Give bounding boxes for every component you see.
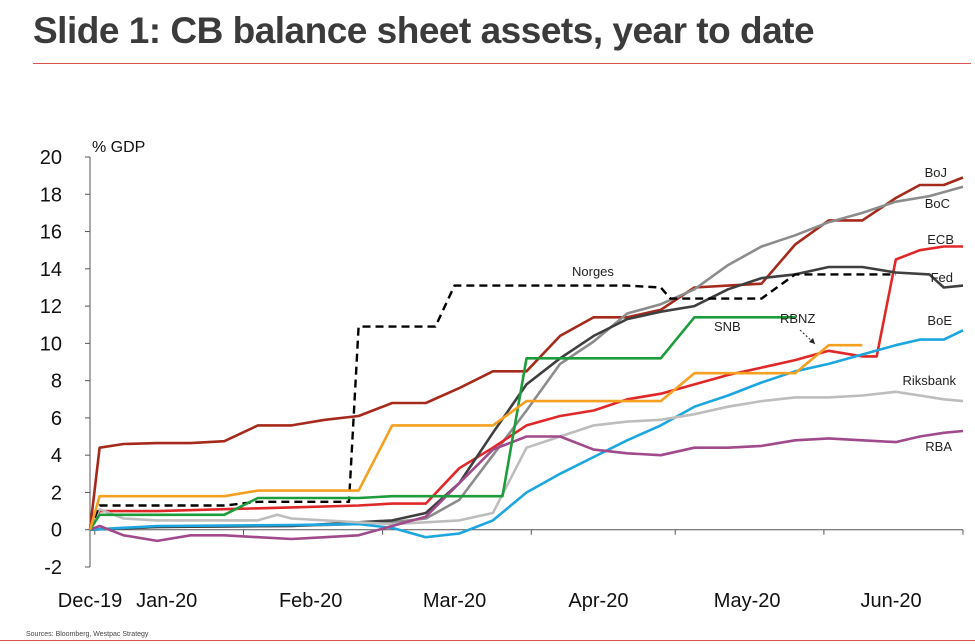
x-tick-label: Jun-20 bbox=[860, 590, 921, 612]
series-label-norges: Norges bbox=[572, 264, 614, 279]
series-lines bbox=[88, 176, 964, 543]
page-title: Slide 1: CB balance sheet assets, year t… bbox=[33, 10, 815, 51]
series-line-norges bbox=[88, 273, 896, 531]
series-line-rba bbox=[89, 429, 964, 543]
series-line-fed bbox=[89, 265, 964, 531]
rbnz-pointer-head bbox=[809, 338, 815, 344]
footer-divider bbox=[0, 640, 975, 641]
chart-axes bbox=[85, 156, 964, 568]
y-tick-label: 14 bbox=[40, 259, 62, 281]
y-tick-label: -2 bbox=[44, 557, 62, 579]
y-tick-label: 18 bbox=[40, 184, 62, 206]
series-label-fed: Fed bbox=[931, 270, 953, 285]
y-axis-unit-label: % GDP bbox=[92, 139, 145, 156]
series-label-rbnz: RBNZ bbox=[780, 311, 815, 326]
y-tick-label: 16 bbox=[40, 222, 62, 244]
series-line-snb bbox=[88, 316, 796, 531]
series-label-ecb: ECB bbox=[927, 232, 954, 247]
x-tick-label: Feb-20 bbox=[279, 590, 342, 612]
series-label-boc: BoC bbox=[925, 196, 950, 211]
y-tick-label: 20 bbox=[40, 147, 62, 169]
series-labels: BoJ BoC ECB Fed BoE Riksbank RBA Norges SNB RBNZ bbox=[572, 165, 956, 454]
x-tick-label: Mar-20 bbox=[423, 590, 486, 612]
y-tick-label: 12 bbox=[40, 296, 62, 318]
y-tick-label: 0 bbox=[51, 520, 62, 542]
y-tick-label: 10 bbox=[40, 333, 62, 355]
x-tick-label: May-20 bbox=[714, 590, 781, 612]
y-tick-label: 2 bbox=[51, 482, 62, 504]
title-divider bbox=[33, 63, 971, 64]
series-line-rbnz bbox=[88, 343, 863, 531]
series-label-boj: BoJ bbox=[925, 165, 947, 180]
y-tick-label: 6 bbox=[51, 408, 62, 430]
x-tick-label: Jan-20 bbox=[136, 590, 197, 612]
series-line-riksbank bbox=[88, 390, 964, 531]
series-label-snb: SNB bbox=[714, 319, 741, 334]
x-tick-labels: Dec-19 Jan-20 Feb-20 Mar-20 Apr-20 May-20 Jun-… bbox=[58, 590, 922, 612]
series-label-boe: BoE bbox=[927, 313, 952, 328]
series-line-boj bbox=[88, 176, 964, 530]
x-tick-label: Apr-20 bbox=[568, 590, 628, 612]
series-line-boe bbox=[89, 329, 964, 539]
series-line-ecb bbox=[88, 245, 963, 531]
series-label-riksbank: Riksbank bbox=[903, 373, 957, 388]
series-label-rba: RBA bbox=[925, 439, 952, 454]
y-tick-label: 4 bbox=[51, 445, 62, 467]
y-tick-label: 8 bbox=[51, 371, 62, 393]
source-note: Sources: Bloomberg, Westpac Strategy bbox=[26, 631, 149, 638]
x-tick-label: Dec-19 bbox=[58, 590, 122, 612]
